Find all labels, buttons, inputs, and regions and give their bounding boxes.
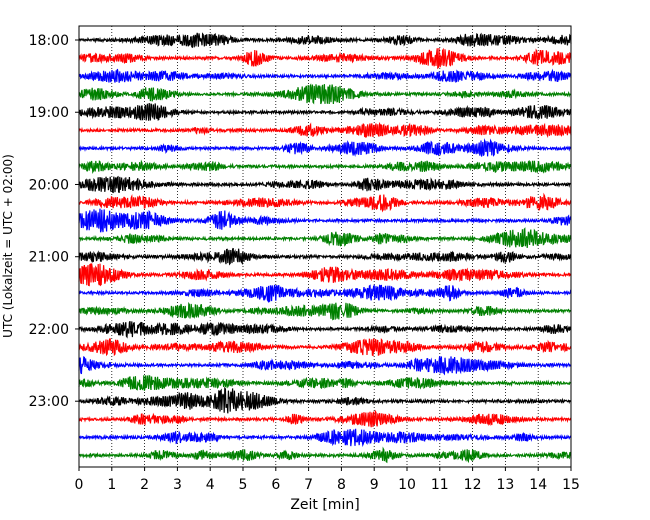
trace-line xyxy=(78,409,572,428)
plot-frame xyxy=(78,25,572,468)
x-tick-label: 7 xyxy=(304,477,313,493)
x-axis: 0 1 2 3 4 5 6 7 8 9 10 11 12 13 14 15 xyxy=(75,467,580,493)
trace-group xyxy=(78,32,572,464)
trace-line xyxy=(78,284,572,303)
y-tick-label: 19:00 xyxy=(29,105,69,121)
x-tick-label: 13 xyxy=(496,477,514,493)
trace-line xyxy=(78,32,572,49)
x-tick-label: 0 xyxy=(75,477,84,493)
x-tick-label: 11 xyxy=(431,477,449,493)
trace-line xyxy=(78,263,572,287)
trace-line xyxy=(78,374,572,391)
trace-line xyxy=(78,446,572,464)
trace-line xyxy=(78,47,572,70)
trace-line xyxy=(78,121,572,139)
x-tick-label: 3 xyxy=(173,477,182,493)
y-axis-label: UTC (Lokalzeit = UTC + 02:00) xyxy=(1,154,15,338)
x-tick-label: 5 xyxy=(239,477,248,493)
y-tick-label: 18:00 xyxy=(29,33,69,49)
trace-line xyxy=(78,386,572,414)
trace-line xyxy=(78,83,572,105)
trace-line xyxy=(78,247,572,266)
trace-line xyxy=(78,192,572,213)
trace-line xyxy=(78,428,572,448)
x-tick-label: 9 xyxy=(370,477,379,493)
trace-line xyxy=(78,175,572,194)
trace-line xyxy=(78,68,572,83)
y-tick-label: 20:00 xyxy=(29,177,69,193)
y-tick-label: 22:00 xyxy=(29,322,69,338)
x-tick-label: 14 xyxy=(529,477,547,493)
trace-line xyxy=(78,355,572,376)
trace-line xyxy=(78,103,572,121)
trace-line xyxy=(78,301,572,321)
x-tick-label: 12 xyxy=(464,477,482,493)
trace-line xyxy=(78,320,572,339)
x-axis-label: Zeit [min] xyxy=(290,497,359,513)
trace-line xyxy=(78,208,572,233)
trace-line xyxy=(78,227,572,248)
y-axis: 18:00 19:00 20:00 21:00 22:00 23:00 xyxy=(29,33,79,410)
x-tick-label: 6 xyxy=(271,477,280,493)
trace-line xyxy=(78,338,572,357)
y-tick-label: 23:00 xyxy=(29,394,69,410)
x-tick-label: 1 xyxy=(107,477,116,493)
x-tick-label: 10 xyxy=(398,477,416,493)
x-tick-label: 15 xyxy=(562,477,580,493)
x-tick-label: 8 xyxy=(337,477,346,493)
x-tick-label: 2 xyxy=(140,477,149,493)
trace-line xyxy=(78,159,572,175)
trace-line xyxy=(78,138,572,158)
y-tick-label: 21:00 xyxy=(29,250,69,266)
x-tick-label: 4 xyxy=(206,477,215,493)
